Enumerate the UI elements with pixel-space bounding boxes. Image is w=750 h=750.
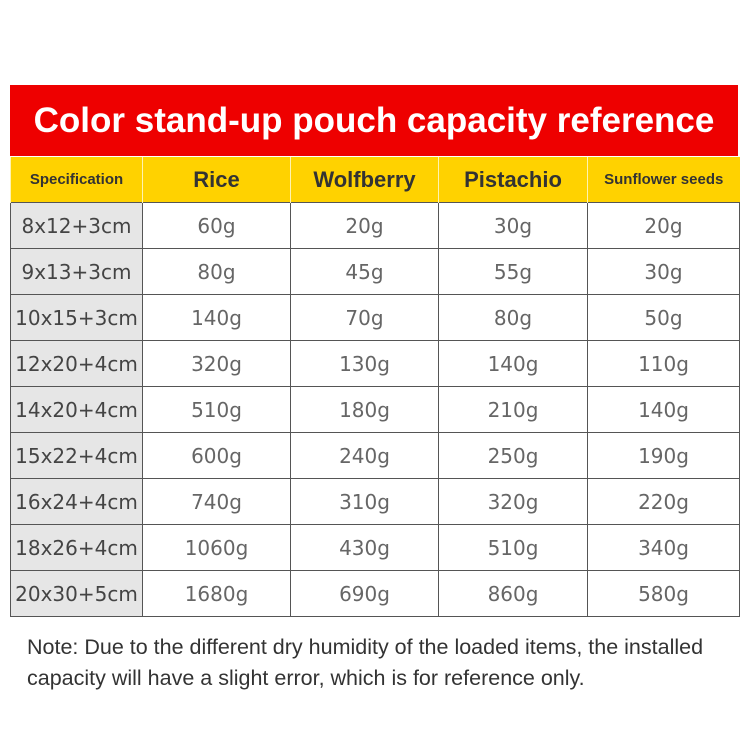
capacity-cell: 140g [142,294,291,341]
capacity-cell: 140g [438,340,588,387]
capacity-cell: 1680g [142,570,291,617]
table-row: 15x22+4cm 600g 240g 250g 190g [10,432,740,479]
spec-cell: 16x24+4cm [10,478,143,525]
capacity-cell: 30g [587,248,740,295]
capacity-cell: 320g [142,340,291,387]
spec-cell: 18x26+4cm [10,524,143,571]
spec-cell: 12x20+4cm [10,340,143,387]
capacity-cell: 140g [587,386,740,433]
capacity-cell: 210g [438,386,588,433]
spec-cell: 15x22+4cm [10,432,143,479]
table-row: 20x30+5cm 1680g 690g 860g 580g [10,570,740,617]
capacity-cell: 580g [587,570,740,617]
capacity-cell: 310g [290,478,439,525]
capacity-cell: 45g [290,248,439,295]
column-header: Pistachio [438,157,588,203]
note-text: Note: Due to the different dry humidity … [27,635,704,690]
capacity-cell: 80g [142,248,291,295]
spec-cell: 8x12+3cm [10,202,143,249]
capacity-cell: 320g [438,478,588,525]
table-row: 8x12+3cm 60g 20g 30g 20g [10,202,740,249]
table-row: 10x15+3cm 140g 70g 80g 50g [10,294,740,341]
capacity-cell: 430g [290,524,439,571]
capacity-cell: 340g [587,524,740,571]
table-row: 18x26+4cm 1060g 430g 510g 340g [10,524,740,571]
spec-cell: 14x20+4cm [10,386,143,433]
capacity-cell: 600g [142,432,291,479]
capacity-cell: 190g [587,432,740,479]
capacity-cell: 180g [290,386,439,433]
spec-cell: 10x15+3cm [10,294,143,341]
capacity-cell: 55g [438,248,588,295]
capacity-cell: 1060g [142,524,291,571]
capacity-cell: 220g [587,478,740,525]
table-row: 14x20+4cm 510g 180g 210g 140g [10,386,740,433]
table-row: 12x20+4cm 320g 130g 140g 110g [10,340,740,387]
spec-cell: 20x30+5cm [10,570,143,617]
capacity-table: Specification Rice Wolfberry Pistachio Sunfl… [10,157,740,617]
spec-cell: 9x13+3cm [10,248,143,295]
capacity-cell: 510g [438,524,588,571]
table-row: 9x13+3cm 80g 45g 55g 30g [10,248,740,295]
capacity-cell: 110g [587,340,740,387]
table-row: 16x24+4cm 740g 310g 320g 220g [10,478,740,525]
capacity-cell: 50g [587,294,740,341]
capacity-cell: 510g [142,386,291,433]
capacity-cell: 740g [142,478,291,525]
capacity-cell: 80g [438,294,588,341]
column-header: Sunflower seeds [587,157,740,203]
capacity-cell: 860g [438,570,588,617]
capacity-cell: 60g [142,202,291,249]
column-header: Specification [10,157,143,203]
column-header: Rice [142,157,291,203]
capacity-cell: 20g [587,202,740,249]
page-title: Color stand-up pouch capacity reference [10,85,738,156]
capacity-cell: 240g [290,432,439,479]
capacity-cell: 70g [290,294,439,341]
capacity-cell: 30g [438,202,588,249]
capacity-cell: 20g [290,202,439,249]
column-header: Wolfberry [290,157,439,203]
capacity-cell: 130g [290,340,439,387]
capacity-cell: 250g [438,432,588,479]
capacity-cell: 690g [290,570,439,617]
header-row: Specification Rice Wolfberry Pistachio Sunfl… [10,157,740,203]
